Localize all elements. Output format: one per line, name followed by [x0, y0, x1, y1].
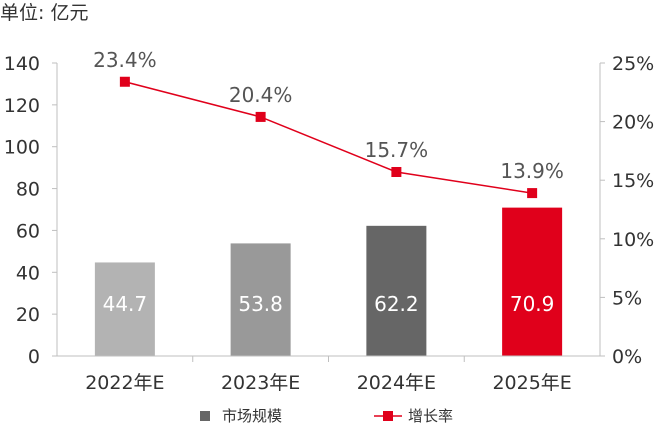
market-size-bar-label: 62.2 — [374, 292, 419, 316]
legend-bar-label: 市场规模 — [222, 407, 282, 425]
rate-line-series: 23.4% 20.4% 15.7% 13.9% — [93, 48, 564, 199]
left-axis: 0 20 40 60 80 100 120 140 — [4, 53, 58, 368]
bar-series: 44.7 53.8 62.2 70.9 — [94, 207, 563, 356]
growth-rate-label: 20.4% — [229, 83, 293, 107]
market-size-bar — [366, 225, 427, 356]
market-size-bar — [502, 207, 563, 356]
growth-rate-marker — [255, 111, 266, 122]
left-tick-label: 120 — [4, 95, 40, 117]
legend-line-label: 增长率 — [408, 407, 453, 425]
growth-rate-label: 13.9% — [500, 159, 564, 183]
right-tick-label: 10% — [612, 229, 654, 251]
left-tick-label: 140 — [4, 53, 40, 75]
x-category-label: 2023年E — [221, 372, 300, 394]
growth-rate-label: 23.4% — [93, 48, 157, 72]
right-tick-label: 25% — [612, 53, 654, 75]
right-tick-label: 15% — [612, 170, 654, 192]
left-tick-label: 80 — [16, 179, 40, 201]
growth-rate-marker — [119, 76, 130, 87]
unit-label: 单位: 亿元 — [0, 2, 88, 24]
growth-rate-marker — [391, 166, 402, 177]
growth-rate-marker — [527, 188, 538, 199]
market-size-bar-label: 53.8 — [238, 292, 283, 316]
left-tick-label: 100 — [4, 137, 40, 159]
growth-rate-line — [124, 81, 533, 194]
right-tick-label: 20% — [612, 112, 654, 134]
market-size-bar — [230, 243, 291, 356]
market-size-bar — [94, 262, 155, 356]
market-size-bar-label: 44.7 — [103, 292, 148, 316]
left-tick-label: 20 — [16, 304, 40, 326]
growth-rate-label: 15.7% — [365, 138, 429, 162]
x-category-label: 2025年E — [492, 372, 571, 394]
right-tick-label: 5% — [612, 287, 642, 309]
left-tick-label: 40 — [16, 262, 40, 284]
x-category-label: 2022年E — [85, 372, 164, 394]
x-axis: 2022年E 2023年E 2024年E 2025年E — [57, 355, 600, 394]
left-tick-label: 0 — [28, 346, 40, 368]
market-size-bar-label: 70.9 — [510, 292, 555, 316]
x-category-label: 2024年E — [357, 372, 436, 394]
legend-bar-swatch — [200, 411, 210, 421]
legend-line-marker — [383, 411, 393, 421]
legend: 市场规模 增长率 — [200, 407, 453, 425]
right-axis: 0% 5% 10% 15% 20% 25% — [599, 53, 654, 368]
left-tick-label: 60 — [16, 220, 40, 242]
right-tick-label: 0% — [612, 346, 642, 368]
